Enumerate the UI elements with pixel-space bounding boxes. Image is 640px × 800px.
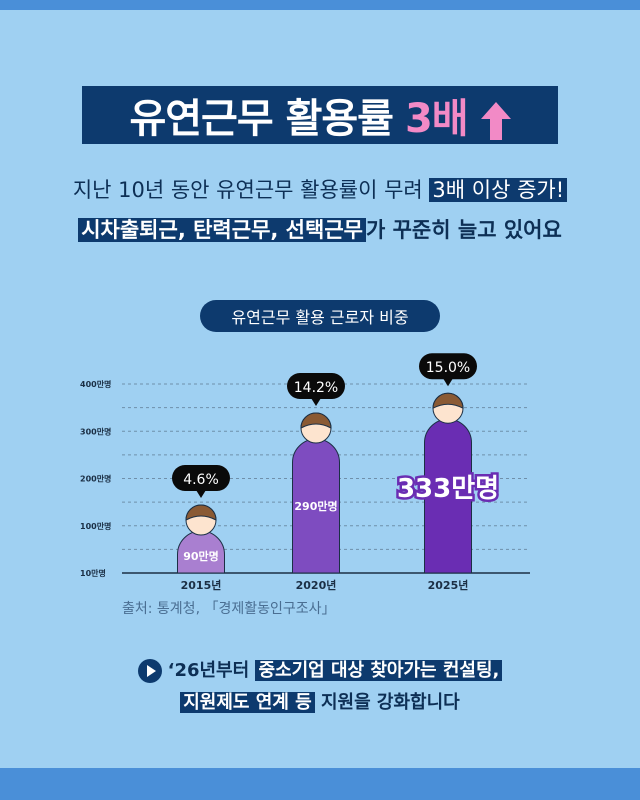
bar-hair <box>185 504 217 521</box>
y-tick-label: 300만명 <box>80 426 111 436</box>
page-title: 유연근무 활용률 3배 <box>82 86 558 144</box>
subtitle-line2: 시차출퇴근, 탄력근무, 선택근무 가 꾸준히 늘고 있어요 <box>0 214 640 244</box>
y-tick-label: 100만명 <box>80 521 111 531</box>
bar-hair <box>432 392 464 410</box>
x-tick-label: 2015년 <box>181 578 222 592</box>
title-main: 유연근무 활용률 <box>129 96 394 142</box>
footer-line2: 지원제도 연계 등 지원을 강화합니다 <box>0 688 640 714</box>
share-bubble <box>287 373 345 399</box>
share-label: 15.0% <box>426 360 470 376</box>
share-label: 4.6% <box>183 472 219 488</box>
share-bubble-tail <box>443 378 453 387</box>
share-label: 14.2% <box>294 380 338 396</box>
value-label: 290만명 <box>294 499 337 513</box>
value-label: 333만명 <box>397 474 499 504</box>
subtitle-line1: 지난 10년 동안 유연근무 활용률이 무려 3배 이상 증가! <box>0 174 640 204</box>
share-bubble <box>419 353 477 380</box>
bottom-strip <box>0 768 640 800</box>
x-tick-label: 2020년 <box>296 578 337 592</box>
bar-hair <box>300 412 332 429</box>
source-note: 출처: 통계청, 「경제활동인구조사」 <box>122 601 336 617</box>
y-tick-label: 400만명 <box>80 379 111 389</box>
share-bubble-tail <box>311 398 321 406</box>
footer-line1: ‘26년부터 중소기업 대상 찾아가는 컨설팅, <box>0 656 640 683</box>
x-tick-label: 2025년 <box>428 578 469 592</box>
share-bubble-tail <box>196 490 206 498</box>
up-arrow-icon <box>480 102 511 140</box>
title-accent: 3배 <box>405 86 511 144</box>
chart-title: 유연근무 활용 근로자 비중 <box>200 300 440 332</box>
y-tick-label: 10만명 <box>80 568 106 578</box>
y-tick-label: 200만명 <box>80 474 111 484</box>
play-circle-icon <box>137 659 162 683</box>
value-label: 90만명 <box>183 549 219 563</box>
top-strip <box>0 0 640 10</box>
share-bubble <box>172 465 230 491</box>
